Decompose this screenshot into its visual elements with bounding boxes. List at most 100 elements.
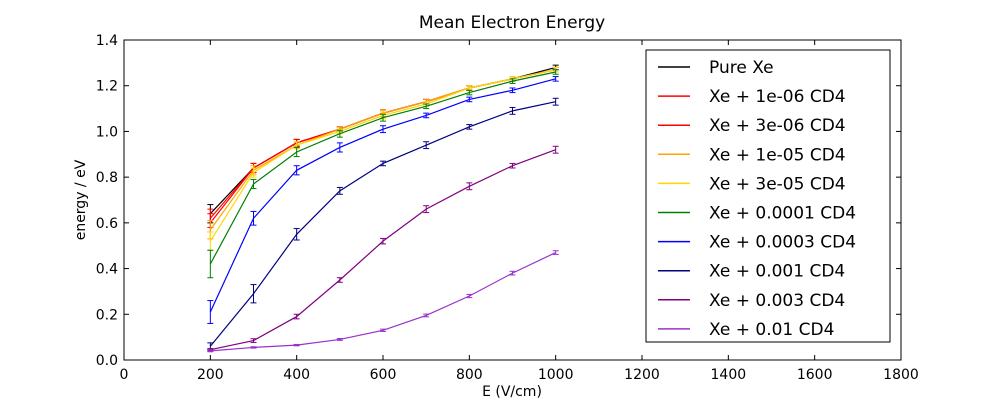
error-bar bbox=[293, 313, 300, 320]
y-tick-label: 1.0 bbox=[96, 124, 118, 140]
legend-item: Pure Xe bbox=[658, 58, 774, 78]
error-bar bbox=[336, 277, 343, 283]
error-bar bbox=[336, 129, 343, 138]
series-line bbox=[209, 66, 556, 215]
series-line bbox=[209, 69, 556, 231]
x-tick-label: 400 bbox=[283, 367, 310, 383]
error-bar bbox=[250, 338, 257, 343]
error-bar bbox=[250, 210, 257, 226]
error-bar bbox=[207, 249, 214, 279]
error-bar bbox=[509, 87, 516, 94]
legend-item: Xe + 0.003 CD4 bbox=[658, 291, 845, 311]
x-tick-label: 1400 bbox=[711, 367, 747, 383]
error-bar bbox=[250, 284, 257, 304]
x-tick-label: 1800 bbox=[883, 367, 919, 383]
plot-area bbox=[207, 64, 559, 353]
error-bar bbox=[509, 78, 516, 84]
y-tick-label: 0.4 bbox=[96, 262, 118, 278]
error-bar bbox=[380, 160, 386, 167]
y-tick-label: 0.0 bbox=[96, 353, 118, 369]
error-bar bbox=[293, 165, 300, 176]
error-bar bbox=[250, 346, 257, 349]
error-bar bbox=[423, 141, 430, 150]
error-bar bbox=[380, 328, 386, 332]
x-axis: 0 200 400 600 800 1000 1200 1400 1600 1800 bbox=[120, 40, 919, 383]
legend-box bbox=[645, 49, 891, 343]
legend-item: Xe + 1e-06 CD4 bbox=[658, 87, 846, 107]
x-tick-label: 0 bbox=[120, 367, 129, 383]
legend-item: Xe + 0.001 CD4 bbox=[658, 262, 845, 282]
legend-item: Xe + 3e-06 CD4 bbox=[658, 116, 846, 136]
error-bar bbox=[250, 167, 257, 178]
legend: Pure Xe Xe + 1e-06 CD4 Xe + 3e-06 CD4 Xe + … bbox=[645, 49, 891, 343]
series-line bbox=[209, 69, 556, 242]
x-tick-label: 600 bbox=[370, 367, 397, 383]
x-tick-label: 200 bbox=[197, 367, 224, 383]
series-6 bbox=[207, 76, 559, 324]
y-tick-label: 1.2 bbox=[96, 79, 118, 95]
error-bar bbox=[509, 162, 516, 169]
error-bar bbox=[466, 124, 473, 130]
error-bar bbox=[552, 69, 559, 75]
error-bar bbox=[466, 96, 473, 103]
series-9 bbox=[207, 250, 559, 353]
x-tick-label: 1000 bbox=[538, 367, 574, 383]
legend-label: Xe + 0.0003 CD4 bbox=[709, 233, 856, 253]
error-bar bbox=[552, 250, 559, 255]
error-bar bbox=[466, 293, 473, 299]
legend-item: Xe + 0.0001 CD4 bbox=[658, 204, 856, 224]
legend-label: Pure Xe bbox=[709, 58, 774, 78]
legend-label: Xe + 0.003 CD4 bbox=[709, 291, 845, 311]
x-tick-label: 1600 bbox=[797, 367, 833, 383]
series-5 bbox=[207, 69, 559, 279]
y-axis-label: energy / eV bbox=[73, 159, 89, 240]
legend-item: Xe + 1e-05 CD4 bbox=[658, 145, 846, 165]
legend-label: Xe + 0.01 CD4 bbox=[709, 320, 834, 340]
y-axis: 0.0 0.2 0.4 0.6 0.8 1.0 1.2 1.4 bbox=[96, 33, 901, 369]
legend-label: Xe + 0.0001 CD4 bbox=[709, 204, 856, 224]
error-bar bbox=[293, 228, 300, 241]
y-tick-label: 1.4 bbox=[96, 33, 118, 49]
legend-item: Xe + 0.0003 CD4 bbox=[658, 233, 856, 253]
series-8 bbox=[207, 145, 559, 352]
legend-label: Xe + 1e-05 CD4 bbox=[709, 145, 846, 165]
error-bar bbox=[380, 125, 386, 134]
error-bar bbox=[207, 349, 214, 353]
x-tick-label: 800 bbox=[456, 367, 483, 383]
chart-title: Mean Electron Energy bbox=[419, 13, 605, 33]
error-bar bbox=[466, 89, 473, 96]
error-bar bbox=[509, 106, 516, 115]
legend-label: Xe + 3e-06 CD4 bbox=[709, 116, 846, 136]
x-axis-label: E (V/cm) bbox=[482, 384, 542, 400]
series-4 bbox=[207, 66, 559, 251]
error-bar bbox=[380, 113, 386, 122]
error-bar bbox=[423, 112, 430, 119]
y-tick-label: 0.6 bbox=[96, 216, 118, 232]
error-bar bbox=[423, 313, 430, 318]
error-bar bbox=[336, 338, 343, 341]
legend-label: Xe + 0.001 CD4 bbox=[709, 262, 845, 282]
series-3 bbox=[207, 66, 559, 240]
error-bar bbox=[509, 270, 516, 276]
error-bar bbox=[380, 237, 386, 245]
error-bar bbox=[293, 146, 300, 158]
legend-item: Xe + 0.01 CD4 bbox=[658, 320, 834, 340]
legend-item: Xe + 3e-05 CD4 bbox=[658, 174, 846, 194]
error-bar bbox=[336, 186, 343, 195]
error-bar bbox=[552, 145, 559, 154]
error-bar bbox=[552, 97, 559, 106]
legend-label: Xe + 1e-06 CD4 bbox=[709, 87, 846, 107]
error-bar bbox=[552, 76, 559, 82]
error-bar bbox=[466, 182, 473, 191]
error-bar bbox=[207, 231, 214, 251]
y-tick-label: 0.8 bbox=[96, 170, 118, 186]
legend-label: Xe + 3e-05 CD4 bbox=[709, 174, 846, 194]
error-bar bbox=[423, 103, 430, 110]
error-bar bbox=[250, 178, 257, 190]
series-line bbox=[209, 101, 556, 347]
error-bar bbox=[207, 300, 214, 324]
y-tick-label: 0.2 bbox=[96, 307, 118, 323]
series-7 bbox=[207, 97, 559, 351]
